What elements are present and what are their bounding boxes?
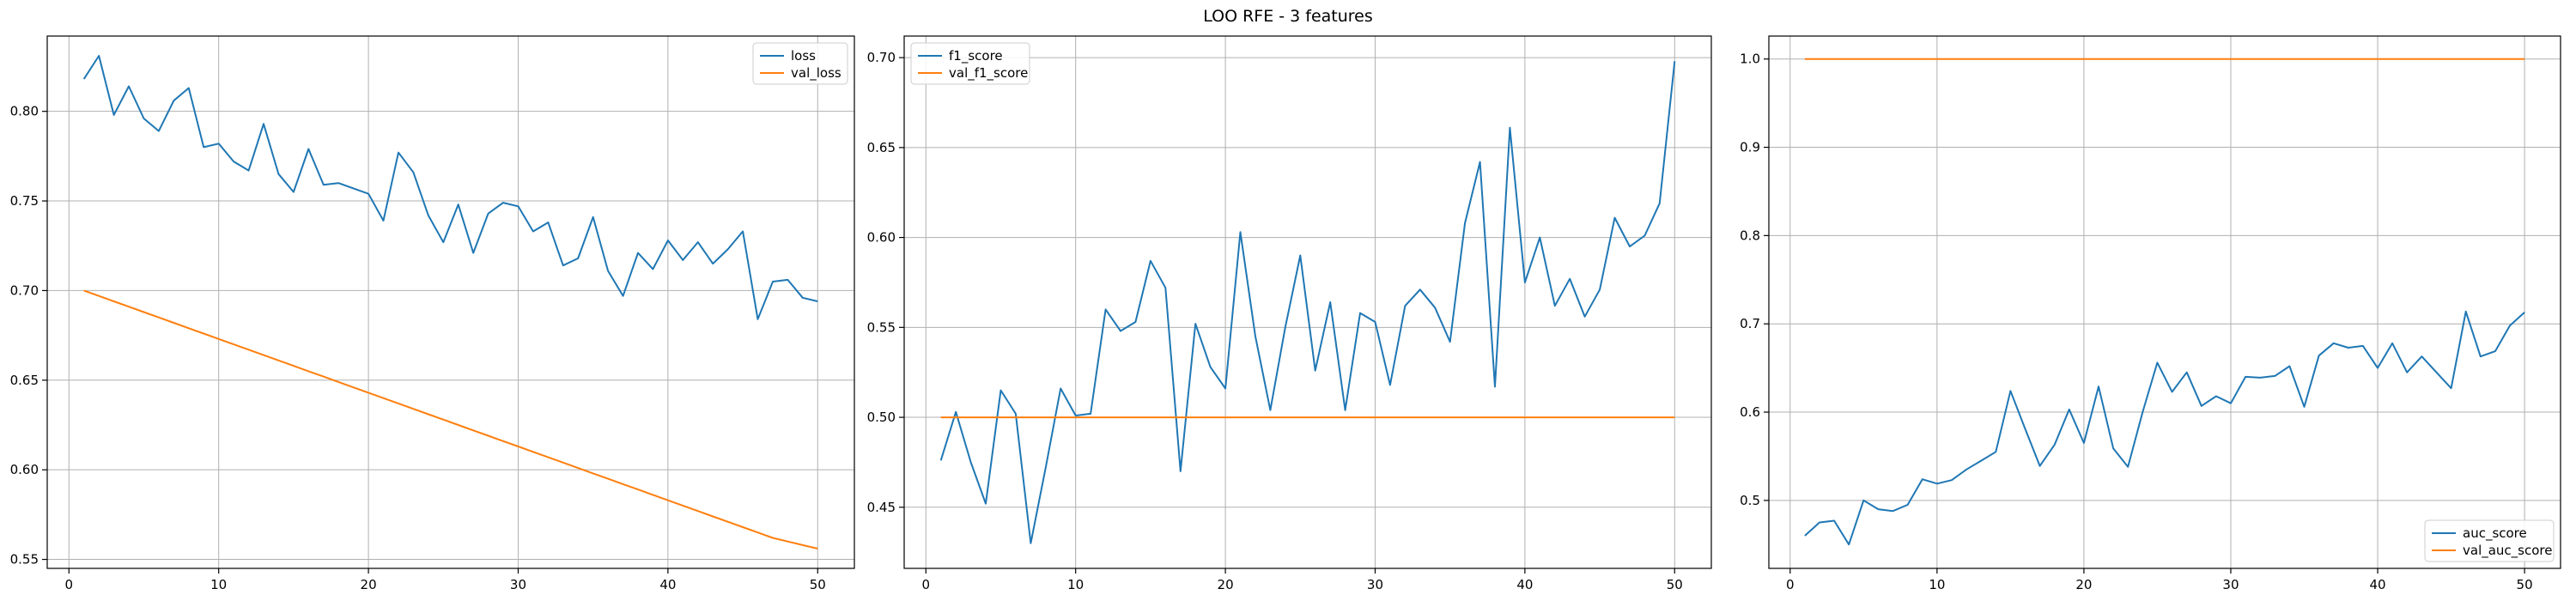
y-tick-label: 0.60 bbox=[10, 462, 39, 477]
y-tick-label: 0.6 bbox=[1740, 404, 1760, 420]
x-tick-label: 50 bbox=[1667, 577, 1683, 592]
x-tick-label: 0 bbox=[922, 577, 931, 592]
series-line-auc_score bbox=[1804, 310, 2525, 546]
x-tick-label: 10 bbox=[1929, 577, 1945, 592]
y-tick-label: 0.75 bbox=[10, 193, 39, 209]
legend-entry: auc_score bbox=[2463, 525, 2527, 542]
y-tick-label: 0.7 bbox=[1740, 316, 1760, 331]
legend-entry: val_loss bbox=[791, 65, 841, 82]
legend-entry: val_f1_score bbox=[949, 65, 1028, 82]
y-tick-label: 0.70 bbox=[867, 50, 896, 65]
x-tick-label: 0 bbox=[65, 577, 74, 592]
series-line-val_loss bbox=[83, 289, 818, 549]
x-tick-label: 10 bbox=[1067, 577, 1084, 592]
x-tick-label: 40 bbox=[659, 577, 676, 592]
x-tick-label: 50 bbox=[810, 577, 826, 592]
y-tick-label: 0.55 bbox=[867, 319, 896, 335]
y-tick-label: 0.8 bbox=[1740, 228, 1760, 243]
chart-panel-2: 0 10 20 30 40 50 0.45 0.50 0.55 0.60 0.65 0.70 f1_sc… bbox=[867, 35, 1712, 592]
x-tick-label: 40 bbox=[2369, 577, 2385, 592]
x-tick-label: 0 bbox=[1786, 577, 1795, 592]
x-tick-label: 20 bbox=[1218, 577, 1234, 592]
y-tick-label: 0.80 bbox=[10, 104, 39, 119]
series-line-loss bbox=[82, 55, 818, 320]
x-tick-label: 50 bbox=[2517, 577, 2533, 592]
y-tick-label: 0.9 bbox=[1740, 140, 1760, 155]
y-tick-label: 1.0 bbox=[1740, 52, 1760, 67]
axes-frame bbox=[903, 35, 1712, 569]
legend-entry: val_auc_score bbox=[2463, 543, 2553, 559]
y-tick-label: 0.50 bbox=[867, 410, 896, 425]
y-tick-label: 0.60 bbox=[867, 230, 896, 246]
chart-panel-3: 0 10 20 30 40 50 0.5 0.6 0.7 0.8 0.9 1.0 auc_scoreva… bbox=[1740, 35, 2561, 592]
x-tick-label: 30 bbox=[1367, 577, 1383, 592]
y-tick-label: 0.55 bbox=[10, 552, 39, 568]
x-tick-label: 20 bbox=[361, 577, 377, 592]
axes-frame bbox=[1768, 35, 2561, 569]
y-tick-label: 0.5 bbox=[1740, 493, 1760, 508]
legend-entry: f1_score bbox=[949, 48, 1003, 64]
y-tick-label: 0.65 bbox=[10, 373, 39, 388]
x-tick-label: 40 bbox=[1516, 577, 1533, 592]
legend-entry: loss bbox=[791, 48, 816, 64]
series-line-f1_score bbox=[939, 61, 1676, 544]
y-tick-label: 0.65 bbox=[867, 140, 896, 155]
y-tick-label: 0.45 bbox=[867, 500, 896, 515]
y-tick-label: 0.70 bbox=[10, 282, 39, 298]
x-tick-label: 20 bbox=[2075, 577, 2092, 592]
x-tick-label: 30 bbox=[2222, 577, 2239, 592]
x-tick-label: 30 bbox=[510, 577, 526, 592]
figure-title: LOO RFE - 3 features bbox=[1203, 7, 1373, 26]
legend-box bbox=[2424, 519, 2555, 562]
axes-frame bbox=[46, 35, 855, 569]
x-tick-label: 10 bbox=[210, 577, 227, 592]
chart-panel-1: 0 10 20 30 40 50 0.55 0.60 0.65 0.70 0.75 0.80 lossv… bbox=[10, 35, 855, 592]
